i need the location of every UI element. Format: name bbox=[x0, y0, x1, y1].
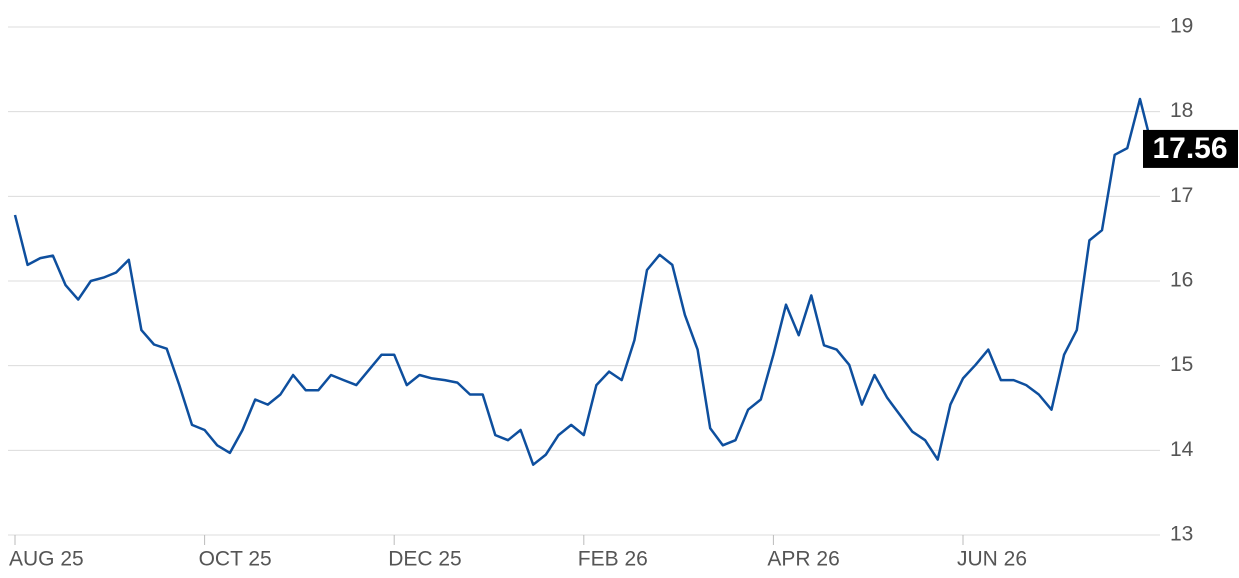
x-tick-label: DEC 25 bbox=[388, 548, 462, 571]
y-tick-label: 14 bbox=[1170, 438, 1194, 461]
price-line bbox=[13, 97, 1154, 466]
x-tick-label: OCT 25 bbox=[199, 548, 272, 571]
y-tick-label: 17 bbox=[1170, 184, 1193, 207]
x-tick-label: FEB 26 bbox=[578, 548, 648, 571]
y-tick-label: 19 bbox=[1170, 15, 1193, 38]
last-value-box bbox=[1143, 129, 1238, 168]
last-value-label: 17.56 bbox=[1152, 132, 1227, 165]
y-tick-label: 15 bbox=[1170, 353, 1193, 376]
x-tick-label: AUG 25 bbox=[9, 548, 84, 571]
y-tick-label: 13 bbox=[1170, 523, 1193, 546]
x-tick-label: APR 26 bbox=[767, 548, 839, 571]
y-tick-label: 16 bbox=[1170, 269, 1193, 292]
x-tick-label: JUN 26 bbox=[957, 548, 1027, 571]
y-tick-label: 18 bbox=[1170, 99, 1193, 122]
